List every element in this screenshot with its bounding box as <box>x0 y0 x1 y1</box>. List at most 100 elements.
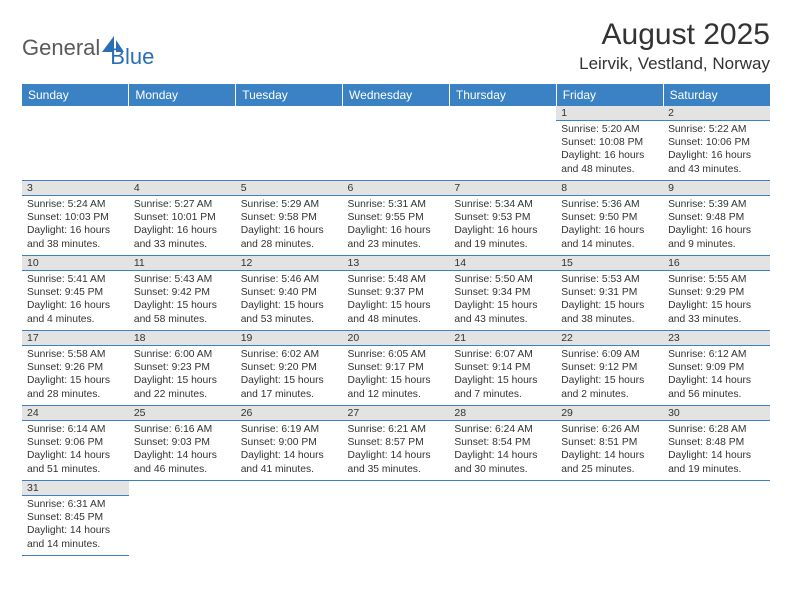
location: Leirvik, Vestland, Norway <box>579 54 770 74</box>
day-data-cell: Sunrise: 6:31 AMSunset: 8:45 PMDaylight:… <box>22 496 129 556</box>
day-data-cell: Sunrise: 6:19 AMSunset: 9:00 PMDaylight:… <box>236 421 343 481</box>
sunrise-text: Sunrise: 6:05 AM <box>348 348 445 361</box>
title-block: August 2025 Leirvik, Vestland, Norway <box>579 18 770 74</box>
data-row: Sunrise: 5:20 AMSunset: 10:08 PMDaylight… <box>22 121 770 181</box>
weekday-header: Thursday <box>449 84 556 106</box>
sunset-text: Sunset: 9:23 PM <box>134 361 231 374</box>
daylight-text-2: and 35 minutes. <box>348 463 445 476</box>
logo-part2: Blue <box>110 44 154 70</box>
daynum-row: 3456789 <box>22 181 770 196</box>
day-number-cell <box>236 106 343 121</box>
weekday-header: Friday <box>556 84 663 106</box>
sunrise-text: Sunrise: 5:58 AM <box>27 348 124 361</box>
daylight-text-2: and 12 minutes. <box>348 388 445 401</box>
sunset-text: Sunset: 8:48 PM <box>668 436 765 449</box>
sunrise-text: Sunrise: 6:31 AM <box>27 498 124 511</box>
day-number-cell: 27 <box>343 406 450 421</box>
sunrise-text: Sunrise: 6:16 AM <box>134 423 231 436</box>
daylight-text-1: Daylight: 14 hours <box>668 449 765 462</box>
day-data-cell: Sunrise: 5:46 AMSunset: 9:40 PMDaylight:… <box>236 271 343 331</box>
daylight-text-2: and 7 minutes. <box>454 388 551 401</box>
day-number-cell <box>343 106 450 121</box>
sunrise-text: Sunrise: 6:09 AM <box>561 348 658 361</box>
daylight-text-1: Daylight: 15 hours <box>454 299 551 312</box>
sunset-text: Sunset: 8:45 PM <box>27 511 124 524</box>
daylight-text-2: and 2 minutes. <box>561 388 658 401</box>
sunrise-text: Sunrise: 6:12 AM <box>668 348 765 361</box>
day-data-cell: Sunrise: 6:16 AMSunset: 9:03 PMDaylight:… <box>129 421 236 481</box>
sunrise-text: Sunrise: 5:43 AM <box>134 273 231 286</box>
daylight-text-2: and 19 minutes. <box>454 238 551 251</box>
sunrise-text: Sunrise: 5:55 AM <box>668 273 765 286</box>
day-number-cell: 23 <box>663 331 770 346</box>
daylight-text-2: and 9 minutes. <box>668 238 765 251</box>
weekday-header: Tuesday <box>236 84 343 106</box>
day-data-cell <box>343 121 450 181</box>
sunset-text: Sunset: 9:37 PM <box>348 286 445 299</box>
day-number-cell <box>129 481 236 496</box>
data-row: Sunrise: 6:14 AMSunset: 9:06 PM Daylight:… <box>22 421 770 481</box>
day-number-cell: 6 <box>343 181 450 196</box>
sunset-text: Sunset: 9:03 PM <box>134 436 231 449</box>
daylight-text-1: Daylight: 14 hours <box>561 449 658 462</box>
sunrise-text: Sunrise: 5:41 AM <box>27 273 124 286</box>
month-title: August 2025 <box>579 18 770 52</box>
day-number-cell <box>449 106 556 121</box>
day-data-cell <box>556 496 663 556</box>
weekday-header: Monday <box>129 84 236 106</box>
sunrise-text: Sunrise: 6:24 AM <box>454 423 551 436</box>
daylight-text-1: Daylight: 16 hours <box>454 224 551 237</box>
sunrise-text: Sunrise: 5:53 AM <box>561 273 658 286</box>
daylight-text-2: and 48 minutes. <box>561 163 658 176</box>
sunrise-text: Sunrise: 6:00 AM <box>134 348 231 361</box>
sunset-text: Sunset: 9:12 PM <box>561 361 658 374</box>
day-data-cell: Sunrise: 6:05 AMSunset: 9:17 PMDaylight:… <box>343 346 450 406</box>
sunrise-text: Sunrise: 6:14 AM <box>27 423 124 436</box>
day-data-cell: Sunrise: 6:28 AMSunset: 8:48 PMDaylight:… <box>663 421 770 481</box>
daylight-text-1: Daylight: 15 hours <box>561 374 658 387</box>
sunrise-text: Sunrise: 5:50 AM <box>454 273 551 286</box>
day-number-cell: 19 <box>236 331 343 346</box>
daylight-text-2: and 43 minutes. <box>668 163 765 176</box>
sunrise-text: Sunrise: 5:22 AM <box>668 123 765 136</box>
sunset-text: Sunset: 9:14 PM <box>454 361 551 374</box>
daylight-text-1: Daylight: 15 hours <box>241 374 338 387</box>
day-data-cell: Sunrise: 5:22 AMSunset: 10:06 PMDaylight… <box>663 121 770 181</box>
day-number-cell: 3 <box>22 181 129 196</box>
day-number-cell <box>449 481 556 496</box>
daylight-text-1: Daylight: 15 hours <box>27 374 124 387</box>
weekday-header: Sunday <box>22 84 129 106</box>
sunset-text: Sunset: 10:01 PM <box>134 211 231 224</box>
daylight-text-1: Daylight: 15 hours <box>454 374 551 387</box>
daylight-text-2: and 4 minutes. <box>27 313 124 326</box>
day-data-cell: Sunrise: 6:07 AMSunset: 9:14 PMDaylight:… <box>449 346 556 406</box>
daylight-text-2: and 53 minutes. <box>241 313 338 326</box>
day-data-cell: Sunrise: 5:31 AMSunset: 9:55 PMDaylight:… <box>343 196 450 256</box>
sunset-text: Sunset: 10:06 PM <box>668 136 765 149</box>
day-number-cell: 11 <box>129 256 236 271</box>
daylight-text-1: Daylight: 14 hours <box>454 449 551 462</box>
sunrise-text: Sunrise: 5:29 AM <box>241 198 338 211</box>
data-row: Sunrise: 5:58 AMSunset: 9:26 PMDaylight:… <box>22 346 770 406</box>
day-number-cell: 12 <box>236 256 343 271</box>
day-number-cell: 2 <box>663 106 770 121</box>
sunset-text: Sunset: 9:29 PM <box>668 286 765 299</box>
daylight-text-1: Daylight: 14 hours <box>27 524 124 537</box>
sunset-text: Sunset: 9:50 PM <box>561 211 658 224</box>
daylight-text-2: and 30 minutes. <box>454 463 551 476</box>
day-number-cell <box>663 481 770 496</box>
daylight-text-2: and 25 minutes. <box>561 463 658 476</box>
day-data-cell: Sunrise: 6:24 AMSunset: 8:54 PMDaylight:… <box>449 421 556 481</box>
daylight-text-2: and 58 minutes. <box>134 313 231 326</box>
day-data-cell: Sunrise: 5:36 AMSunset: 9:50 PMDaylight:… <box>556 196 663 256</box>
day-number-cell: 4 <box>129 181 236 196</box>
calendar-table: Sunday Monday Tuesday Wednesday Thursday… <box>22 84 770 556</box>
sunset-text: Sunset: 9:06 PM <box>27 436 124 449</box>
daylight-text-1: Daylight: 15 hours <box>348 374 445 387</box>
day-number-cell: 30 <box>663 406 770 421</box>
data-row: Sunrise: 5:24 AMSunset: 10:03 PMDaylight… <box>22 196 770 256</box>
sunrise-text: Sunrise: 6:19 AM <box>241 423 338 436</box>
day-data-cell <box>236 496 343 556</box>
sunrise-text: Sunrise: 5:31 AM <box>348 198 445 211</box>
daylight-text-2: and 33 minutes. <box>668 313 765 326</box>
